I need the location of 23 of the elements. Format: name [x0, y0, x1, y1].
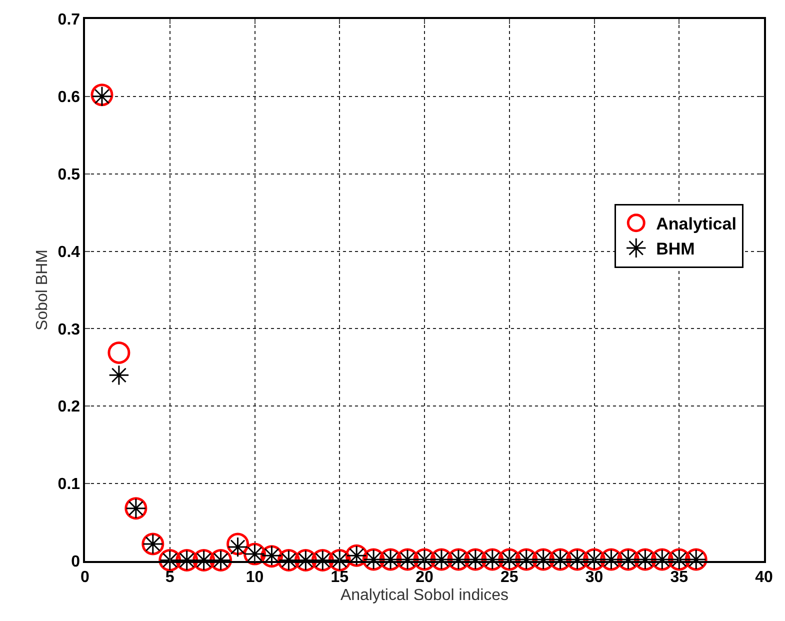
- y-tick-label: 0.5: [58, 166, 80, 184]
- point: [108, 341, 130, 364]
- x-tick-label: 5: [165, 568, 174, 586]
- y-tick-label: 0.6: [58, 89, 80, 106]
- x-tick-label: 15: [330, 568, 349, 586]
- y-tick-label: 0.2: [58, 398, 80, 416]
- x-tick-label: 20: [416, 568, 434, 586]
- y-tick-label: 0.4: [58, 244, 80, 261]
- x-tick-label: 30: [585, 568, 604, 586]
- legend-label: Analytical: [656, 214, 736, 234]
- x-tick-label: 25: [500, 568, 518, 586]
- y-tick-label: 0: [71, 554, 80, 571]
- x-tick-label: 35: [670, 568, 688, 586]
- point: [227, 536, 248, 558]
- x-tick-label: 40: [755, 568, 773, 586]
- y-axis-title: Sobol BHM: [34, 250, 52, 330]
- y-tick-label: 0.3: [58, 321, 80, 338]
- x-tick-label: 10: [246, 568, 264, 586]
- legend-label: BHM: [656, 240, 695, 259]
- y-tick-label: 0.7: [58, 12, 80, 29]
- y-tick-label: 0.1: [58, 476, 80, 494]
- x-axis-title: Analytical Sobol indices: [340, 587, 509, 604]
- point: [108, 364, 130, 386]
